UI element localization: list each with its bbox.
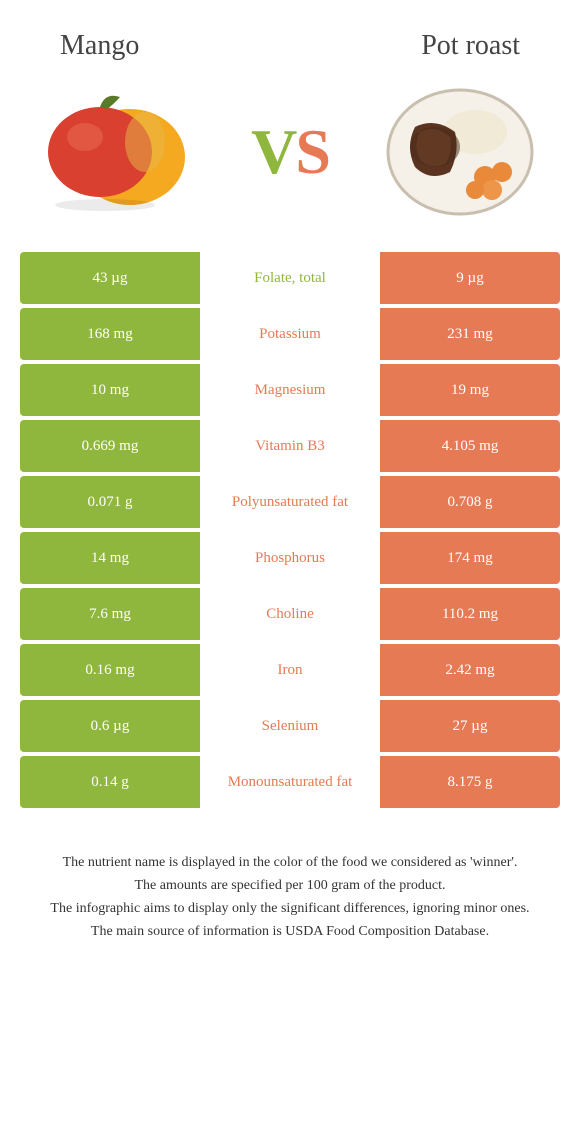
right-value: 174 mg: [380, 532, 560, 584]
left-value: 0.071 g: [20, 476, 200, 528]
nutrient-label: Potassium: [200, 308, 380, 360]
nutrient-row: 0.14 gMonounsaturated fat8.175 g: [20, 756, 560, 808]
right-value: 231 mg: [380, 308, 560, 360]
pot-roast-image: [370, 82, 550, 222]
nutrient-label: Polyunsaturated fat: [200, 476, 380, 528]
right-food-title: Pot roast: [421, 30, 520, 62]
right-value: 9 µg: [380, 252, 560, 304]
left-value: 168 mg: [20, 308, 200, 360]
footer-notes: The nutrient name is displayed in the co…: [0, 812, 580, 964]
right-value: 4.105 mg: [380, 420, 560, 472]
nutrient-row: 14 mgPhosphorus174 mg: [20, 532, 560, 584]
footer-line: The infographic aims to display only the…: [30, 898, 550, 919]
footer-line: The main source of information is USDA F…: [30, 921, 550, 942]
nutrient-row: 0.071 gPolyunsaturated fat0.708 g: [20, 476, 560, 528]
nutrient-label: Selenium: [200, 700, 380, 752]
left-value: 0.16 mg: [20, 644, 200, 696]
nutrient-label: Iron: [200, 644, 380, 696]
vs-s: S: [295, 116, 329, 187]
left-value: 0.6 µg: [20, 700, 200, 752]
nutrient-table: 43 µgFolate, total9 µg168 mgPotassium231…: [0, 252, 580, 808]
nutrient-label: Magnesium: [200, 364, 380, 416]
left-value: 0.14 g: [20, 756, 200, 808]
left-value: 43 µg: [20, 252, 200, 304]
vs-v: V: [251, 116, 295, 187]
left-value: 14 mg: [20, 532, 200, 584]
footer-line: The nutrient name is displayed in the co…: [30, 852, 550, 873]
nutrient-label: Choline: [200, 588, 380, 640]
nutrient-row: 168 mgPotassium231 mg: [20, 308, 560, 360]
right-value: 2.42 mg: [380, 644, 560, 696]
right-value: 110.2 mg: [380, 588, 560, 640]
nutrient-label: Monounsaturated fat: [200, 756, 380, 808]
vs-label: VS: [251, 115, 329, 189]
right-value: 0.708 g: [380, 476, 560, 528]
nutrient-label: Folate, total: [200, 252, 380, 304]
nutrient-label: Vitamin B3: [200, 420, 380, 472]
header: Mango Pot roast: [0, 0, 580, 72]
mango-image: [30, 82, 210, 222]
footer-line: The amounts are specified per 100 gram o…: [30, 875, 550, 896]
right-value: 8.175 g: [380, 756, 560, 808]
nutrient-row: 7.6 mgCholine110.2 mg: [20, 588, 560, 640]
left-value: 10 mg: [20, 364, 200, 416]
nutrient-label: Phosphorus: [200, 532, 380, 584]
nutrient-row: 43 µgFolate, total9 µg: [20, 252, 560, 304]
left-value: 7.6 mg: [20, 588, 200, 640]
images-row: VS: [0, 72, 580, 252]
nutrient-row: 0.669 mgVitamin B34.105 mg: [20, 420, 560, 472]
left-food-title: Mango: [60, 30, 139, 62]
nutrient-row: 10 mgMagnesium19 mg: [20, 364, 560, 416]
nutrient-row: 0.6 µgSelenium27 µg: [20, 700, 560, 752]
left-value: 0.669 mg: [20, 420, 200, 472]
nutrient-row: 0.16 mgIron2.42 mg: [20, 644, 560, 696]
right-value: 27 µg: [380, 700, 560, 752]
right-value: 19 mg: [380, 364, 560, 416]
